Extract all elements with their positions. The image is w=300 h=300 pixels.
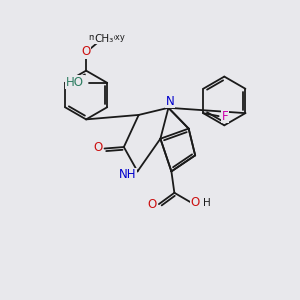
Text: N: N bbox=[166, 95, 174, 108]
Text: O: O bbox=[80, 46, 89, 59]
Text: F: F bbox=[222, 110, 229, 123]
Text: O: O bbox=[148, 198, 157, 211]
Text: O: O bbox=[190, 196, 200, 209]
Text: methoxy: methoxy bbox=[88, 33, 125, 42]
Text: NH: NH bbox=[119, 169, 137, 182]
Text: HO: HO bbox=[66, 76, 84, 89]
Text: O: O bbox=[93, 141, 103, 154]
Text: H: H bbox=[203, 198, 211, 208]
Text: O: O bbox=[82, 45, 91, 58]
Text: CH₃: CH₃ bbox=[94, 34, 114, 44]
